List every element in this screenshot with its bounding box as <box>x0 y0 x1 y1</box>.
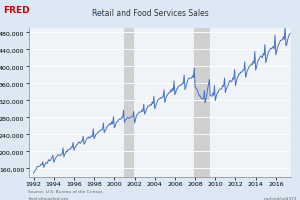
Bar <box>124 29 134 177</box>
Text: Source: U.S. Bureau of the Census: Source: U.S. Bureau of the Census <box>28 189 103 193</box>
Text: fred.stlouisfed.org: fred.stlouisfed.org <box>28 196 69 200</box>
Bar <box>194 29 210 177</box>
Text: Retail and Food Services Sales: Retail and Food Services Sales <box>92 9 208 18</box>
Text: —: — <box>95 9 103 18</box>
Text: FRED: FRED <box>3 6 30 15</box>
Text: myf.red/g/d3Y3: myf.red/g/d3Y3 <box>263 196 297 200</box>
